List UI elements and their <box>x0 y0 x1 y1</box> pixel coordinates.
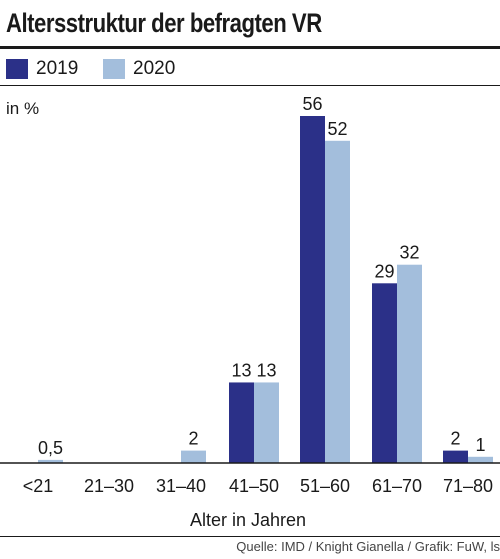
source-note: Quelle: IMD / Knight Gianella / Grafik: … <box>236 539 500 554</box>
x-tick-label-0: <21 <box>23 476 54 496</box>
x-tick-label-3: 41–50 <box>229 476 279 496</box>
data-label-2020-3: 13 <box>256 360 276 380</box>
bar-2019-6 <box>443 450 468 463</box>
x-tick-label-5: 61–70 <box>372 476 422 496</box>
legend-label-2020: 2020 <box>133 58 176 79</box>
legend-item-2019: 2019 <box>6 59 78 79</box>
bar-2020-6 <box>468 456 493 463</box>
x-axis-title: Alter in Jahren <box>190 510 306 530</box>
bar-2020-0 <box>38 459 63 463</box>
bar-2019-3 <box>229 382 254 463</box>
legend: 2019 2020 <box>0 55 500 85</box>
bar-2020-5 <box>397 264 422 463</box>
unit-label: in % <box>6 99 40 118</box>
data-label-2020-5: 32 <box>399 243 419 263</box>
data-label-2020-6: 1 <box>475 435 485 455</box>
bar-2020-4 <box>325 140 350 464</box>
data-label-2019-5: 29 <box>374 261 394 281</box>
bar-2020-3 <box>254 382 279 463</box>
bar-2020-2 <box>181 450 206 463</box>
data-label-2019-4: 56 <box>302 94 322 114</box>
x-tick-label-6: 71–80 <box>443 476 493 496</box>
x-tick-label-4: 51–60 <box>300 476 350 496</box>
legend-label-2019: 2019 <box>36 58 79 79</box>
data-label-2019-6: 2 <box>450 429 460 449</box>
bottom-rule <box>0 536 500 537</box>
data-label-2020-4: 52 <box>327 119 347 139</box>
data-label-2020-2: 2 <box>188 429 198 449</box>
legend-swatch-2019 <box>6 59 28 79</box>
bar-2019-5 <box>372 283 397 463</box>
legend-rule <box>0 85 500 86</box>
x-tick-label-1: 21–30 <box>84 476 134 496</box>
chart-title: Altersstruktur der befragten VR <box>6 8 322 38</box>
title-rule <box>0 46 500 49</box>
legend-item-2020: 2020 <box>103 59 175 79</box>
bar-2019-4 <box>300 116 325 463</box>
legend-swatch-2020 <box>103 59 125 79</box>
data-label-2020-0: 0,5 <box>38 438 63 458</box>
data-label-2019-3: 13 <box>231 360 251 380</box>
x-tick-label-2: 31–40 <box>156 476 206 496</box>
